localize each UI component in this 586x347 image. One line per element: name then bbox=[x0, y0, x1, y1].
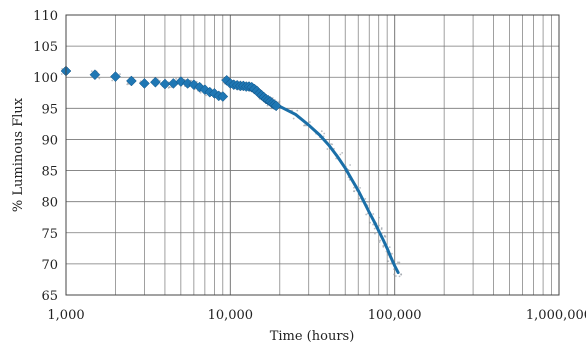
noise-dot bbox=[320, 130, 323, 133]
noise-dot bbox=[372, 223, 375, 226]
plot-background bbox=[66, 15, 559, 295]
x-tick-label: 100,000 bbox=[368, 308, 422, 323]
noise-dot bbox=[378, 216, 380, 219]
noise-dot bbox=[365, 213, 368, 216]
noise-dot bbox=[339, 153, 342, 156]
noise-dot bbox=[111, 79, 114, 82]
y-tick-label: 75 bbox=[41, 227, 58, 242]
noise-dot bbox=[395, 275, 397, 277]
noise-dot bbox=[398, 275, 401, 278]
y-tick-label: 100 bbox=[33, 71, 58, 86]
noise-dot bbox=[383, 234, 386, 237]
noise-dot bbox=[308, 121, 311, 123]
y-tick-label: 85 bbox=[41, 165, 58, 180]
data-point-diamond bbox=[159, 78, 171, 90]
y-tick-label: 70 bbox=[41, 258, 58, 273]
noise-dot bbox=[388, 246, 391, 249]
noise-dot bbox=[353, 186, 355, 189]
data-point-diamond bbox=[150, 76, 161, 88]
y-tick-label: 105 bbox=[33, 40, 58, 55]
noise-dot bbox=[373, 227, 376, 230]
noise-dot bbox=[199, 91, 202, 94]
noise-dot bbox=[339, 169, 342, 172]
noise-dot bbox=[168, 86, 171, 89]
noise-dot bbox=[393, 268, 395, 271]
data-point-diamond bbox=[110, 71, 121, 82]
noise-dot bbox=[380, 227, 383, 229]
x-tick-label: 10,000 bbox=[208, 308, 254, 323]
y-tick-label: 95 bbox=[41, 102, 58, 117]
noise-dot bbox=[98, 77, 101, 80]
plot-frame bbox=[65, 14, 560, 296]
noise-dot bbox=[378, 241, 381, 244]
y-axis-title: % Luminous Flux bbox=[11, 97, 26, 212]
noise-dot bbox=[296, 109, 299, 112]
y-tick-label: 110 bbox=[33, 9, 58, 24]
x-tick-label: 1,000 bbox=[47, 308, 84, 323]
noise-dot bbox=[331, 143, 334, 146]
y-tick-label: 65 bbox=[41, 289, 58, 304]
data-point-diamond bbox=[217, 91, 229, 102]
noise-dot bbox=[398, 261, 401, 264]
noise-dot bbox=[364, 197, 367, 200]
noise-dot bbox=[126, 83, 129, 86]
data-point-diamond bbox=[139, 78, 150, 89]
noise-dot bbox=[278, 100, 281, 103]
data-point-diamond bbox=[199, 84, 211, 96]
data-point-diamond bbox=[270, 100, 282, 112]
x-axis-ticks: 1,000 10,000 100,000 1,000,000 bbox=[47, 308, 586, 323]
data-point-diamond bbox=[89, 69, 101, 81]
noise-dot bbox=[358, 197, 361, 200]
noise-dot bbox=[387, 260, 390, 263]
noise-dot bbox=[326, 148, 329, 150]
noise-dot bbox=[205, 94, 207, 97]
noise-dot bbox=[323, 132, 326, 135]
noise-dot bbox=[378, 224, 380, 227]
noise-dot bbox=[360, 200, 363, 203]
noise-dot bbox=[335, 157, 338, 160]
noise-dot bbox=[303, 124, 305, 127]
data-series bbox=[60, 65, 400, 275]
noise-dot bbox=[382, 244, 385, 247]
gridlines bbox=[65, 14, 559, 296]
noise-dot bbox=[367, 201, 369, 203]
noise-dot bbox=[359, 186, 361, 189]
noise-dot bbox=[119, 73, 121, 76]
noise-dot bbox=[393, 273, 396, 276]
noise-dot bbox=[379, 239, 382, 242]
data-point-diamond bbox=[126, 75, 137, 87]
noise-dot bbox=[60, 73, 63, 75]
noise-dot bbox=[400, 273, 403, 276]
y-tick-label: 90 bbox=[41, 133, 58, 148]
noise-dot bbox=[175, 77, 178, 80]
noise-dot bbox=[369, 221, 371, 224]
y-tick-label: 80 bbox=[41, 196, 58, 211]
noise-dot bbox=[349, 164, 352, 166]
noise-dot bbox=[372, 213, 375, 215]
noise-dot bbox=[391, 252, 393, 255]
noise-dot bbox=[292, 117, 295, 120]
projection-curve bbox=[274, 103, 400, 275]
x-tick-label: 1,000,000 bbox=[526, 308, 586, 323]
data-point-diamond bbox=[194, 81, 205, 93]
x-axis-title: Time (hours) bbox=[270, 329, 355, 344]
noise-dot bbox=[374, 232, 376, 235]
y-axis-ticks: 65 70 75 80 85 90 95 100 105 110 bbox=[33, 9, 58, 304]
noise-dot bbox=[341, 151, 344, 154]
noise-dot bbox=[397, 261, 399, 264]
noise-dot bbox=[353, 190, 355, 193]
noise-dot bbox=[90, 70, 93, 73]
